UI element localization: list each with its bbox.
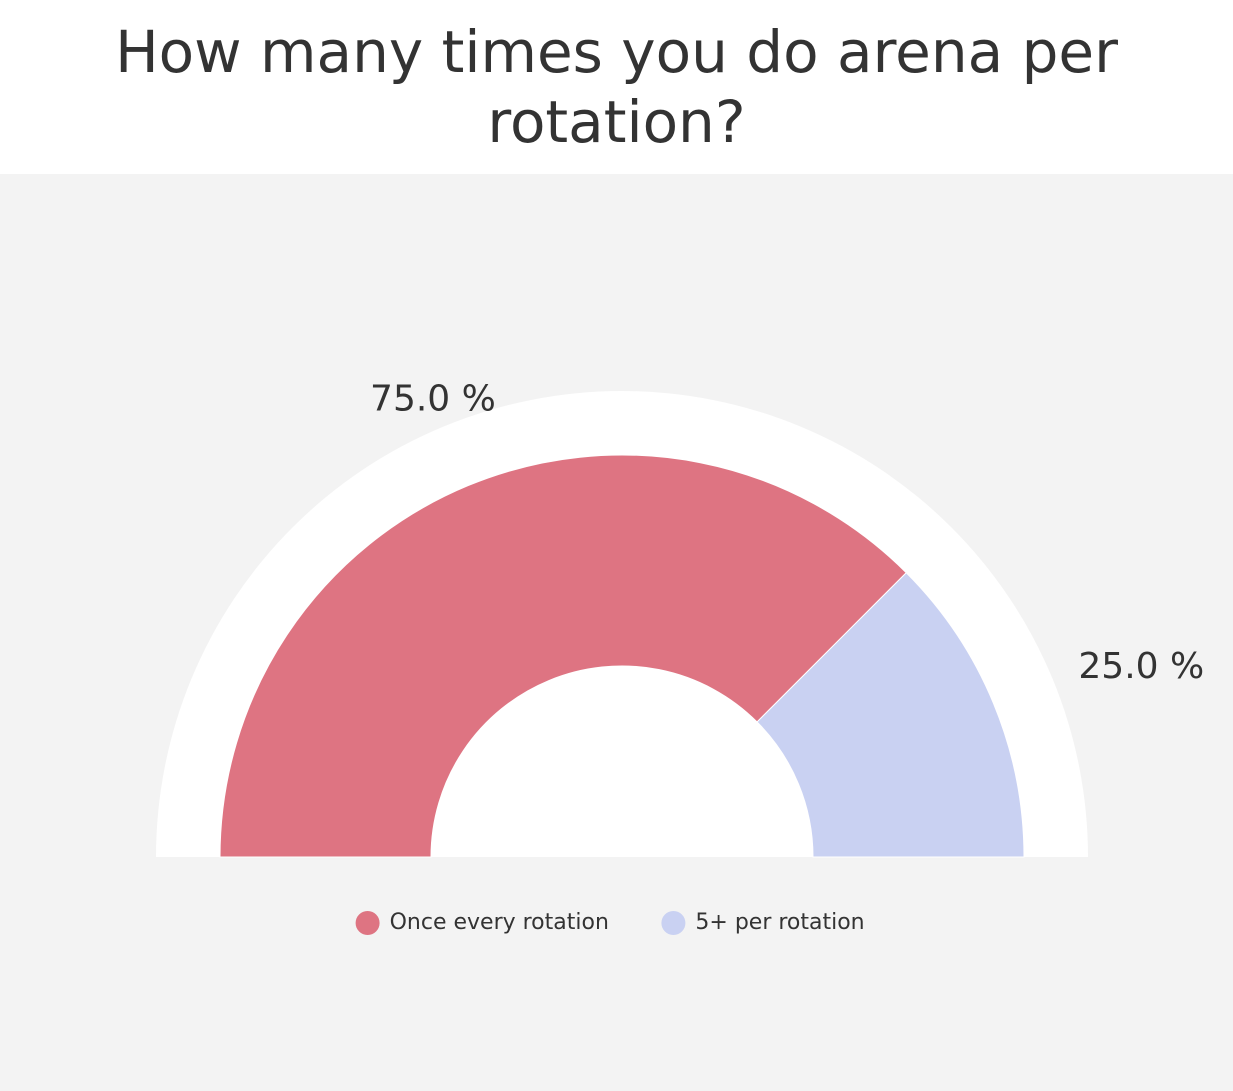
- slice-1-value-label: 75.0 %: [370, 379, 496, 420]
- legend: Once every rotation 5+ per rotation: [355, 910, 865, 935]
- legend-item-1[interactable]: Once every rotation: [355, 910, 609, 935]
- legend-label-2: 5+ per rotation: [695, 910, 864, 935]
- chart-title-bar: How many times you do arena per rotation…: [0, 0, 1233, 174]
- slice-2[interactable]: [756, 572, 1025, 858]
- legend-swatch-2: [661, 911, 686, 935]
- slice-1[interactable]: [219, 454, 907, 858]
- legend-item-2[interactable]: 5+ per rotation: [661, 910, 865, 935]
- legend-swatch-1: [355, 911, 380, 935]
- chart-title: How many times you do arena per rotation…: [115, 18, 1118, 156]
- slice-2-value-label: 25.0 %: [1078, 646, 1204, 687]
- legend-label-1: Once every rotation: [390, 910, 609, 935]
- semi-donut-chart: 75.0 % 25.0 % Once every rotation 5+ per r…: [156, 379, 1204, 935]
- chart-panel: 75.0 % 25.0 % Once every rotation 5+ per r…: [0, 174, 1233, 1091]
